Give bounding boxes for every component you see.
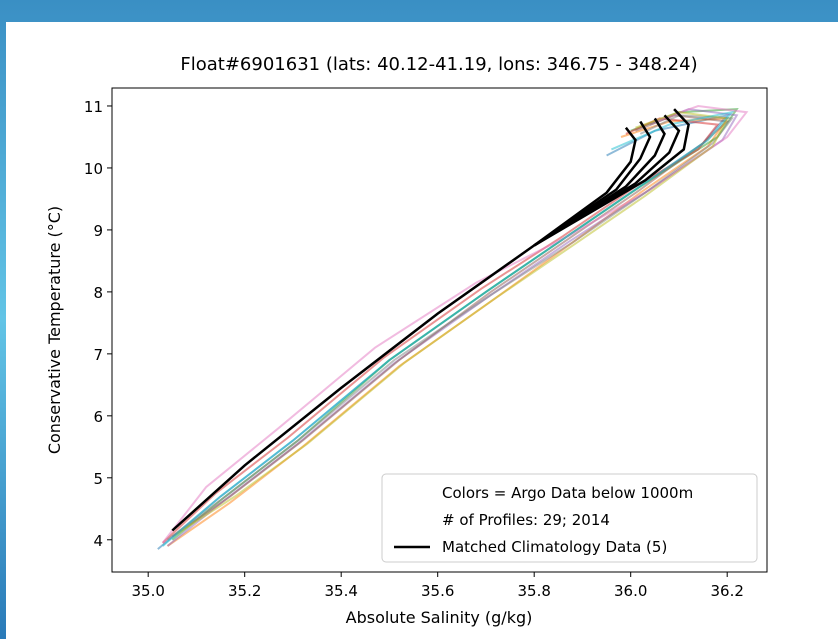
argo-profile (162, 117, 720, 544)
x-tick-label: 35.0 (131, 582, 164, 600)
climatology-line (533, 114, 681, 247)
argo-profile (162, 110, 735, 547)
x-tick-label: 36.0 (614, 582, 647, 600)
x-tick-label: 35.2 (228, 582, 261, 600)
y-tick-label: 6 (93, 408, 103, 426)
x-tick-label: 36.2 (710, 582, 743, 600)
climatology-line (533, 108, 690, 247)
chart-title: Float#6901631 (lats: 40.12-41.19, lons: … (180, 54, 697, 75)
axes-frame (111, 87, 768, 573)
y-axis-label: Conservative Temperature (°C) (45, 206, 64, 454)
x-tick-label: 35.8 (517, 582, 550, 600)
y-tick-label: 10 (84, 160, 103, 178)
y-tick-label: 4 (93, 532, 103, 550)
argo-profile (171, 114, 730, 538)
y-tick-label: 5 (93, 470, 103, 488)
climatology-line (533, 120, 652, 247)
y-tick-label: 9 (93, 222, 103, 240)
legend-box (381, 473, 758, 563)
y-tick-label: 7 (93, 346, 103, 364)
climatology-line (533, 117, 666, 247)
y-tick-label: 8 (93, 284, 103, 302)
legend-note: # of Profiles: 29; 2014 (442, 511, 610, 529)
legend-label: Matched Climatology Data (5) (442, 538, 667, 556)
y-tick-label: 11 (84, 98, 103, 116)
x-tick-label: 35.4 (324, 582, 357, 600)
x-tick-label: 35.6 (421, 582, 454, 600)
legend-note: Colors = Argo Data below 1000m (442, 484, 693, 502)
x-axis-label: Absolute Salinity (g/kg) (346, 608, 533, 627)
